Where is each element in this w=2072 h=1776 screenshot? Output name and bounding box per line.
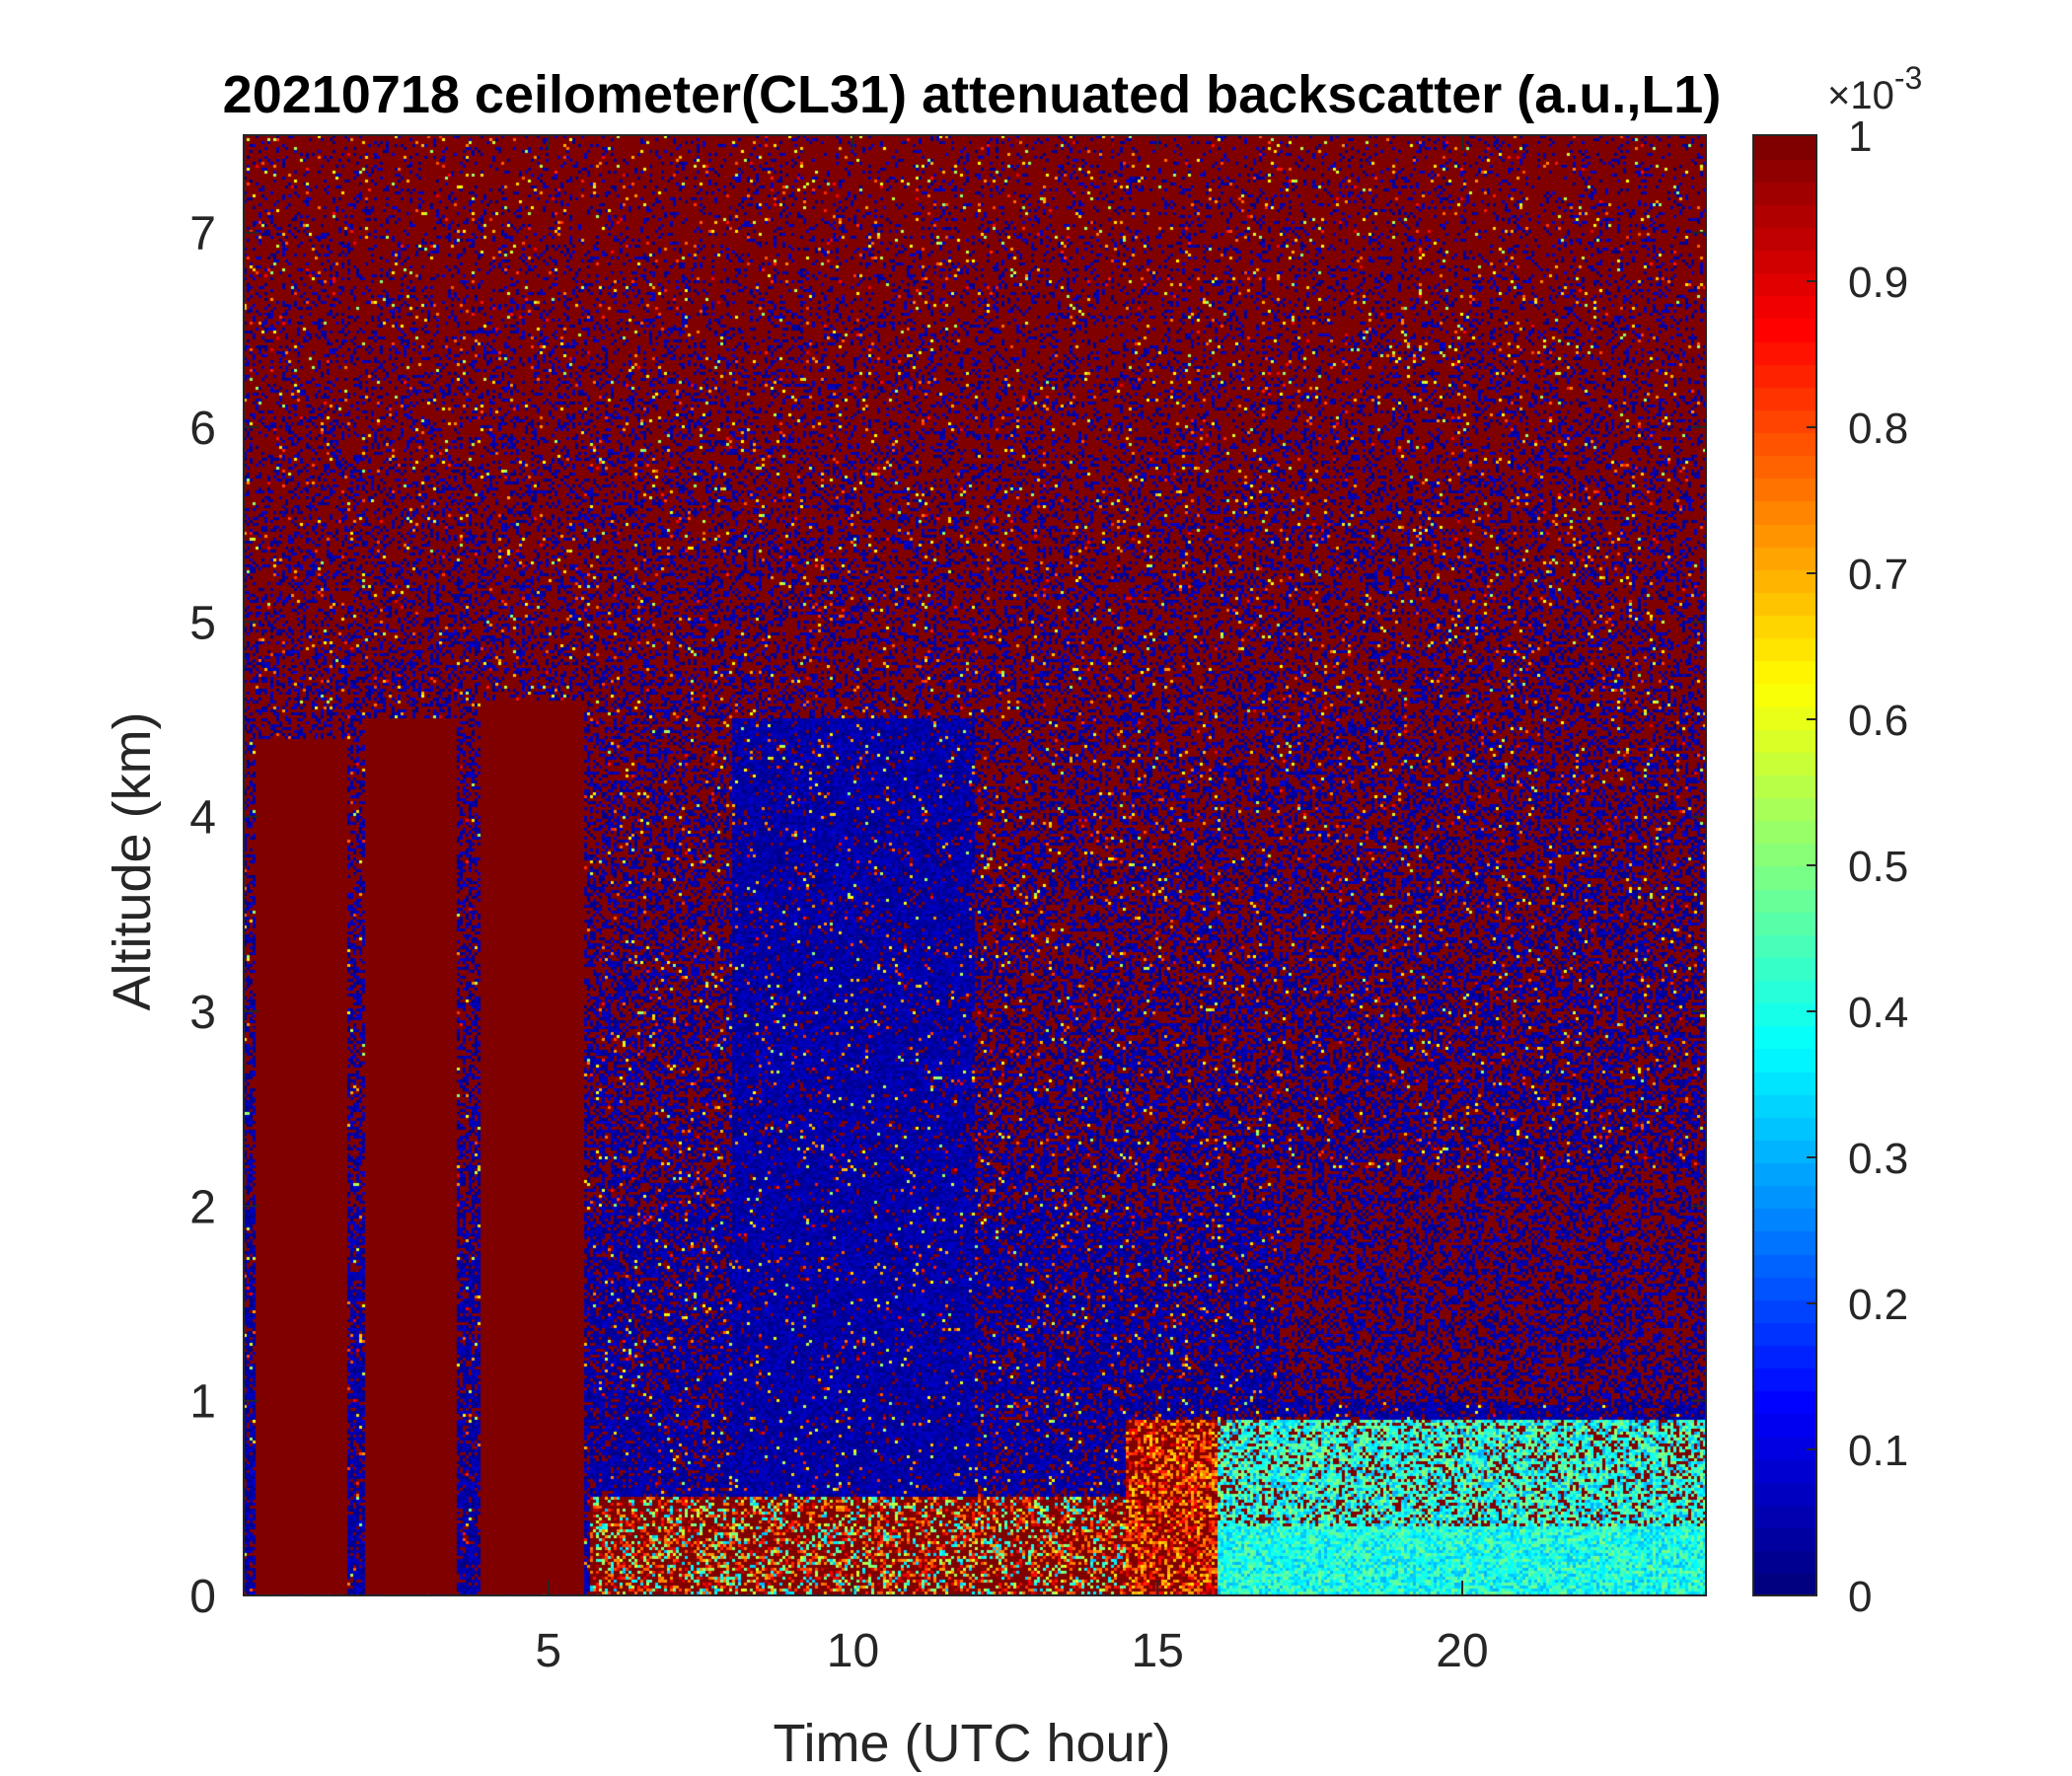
- heatmap-image: [244, 135, 1706, 1595]
- y-tick-label: 3: [189, 987, 216, 1039]
- colorbar-tick-label: 0: [1848, 1573, 1872, 1621]
- y-tick-label: 5: [189, 597, 216, 649]
- colorbar-exponent-power: -3: [1894, 60, 1922, 96]
- plot-frame: [243, 134, 1707, 1596]
- y-tick-label: 7: [189, 208, 216, 260]
- y-tick-label: 4: [189, 792, 216, 845]
- colorbar-tick-label: 0.8: [1848, 405, 1908, 453]
- colorbar-tick-label: 0.1: [1848, 1427, 1908, 1475]
- x-tick-label: 15: [1132, 1625, 1184, 1677]
- colorbar-ticks: 0 0.1 0.2 0.3 0.4 0.5 0.6 0.7 0.8 0.9 1: [1807, 112, 1908, 1621]
- colorbar-tick-label: 0.9: [1848, 259, 1908, 307]
- colorbar-tick-label: 0.2: [1848, 1281, 1908, 1329]
- colorbar-tick-label: 0.4: [1848, 989, 1908, 1037]
- chart-title: 20210718 ceilometer(CL31) attenuated bac…: [223, 65, 1722, 124]
- y-tick-label: 0: [189, 1571, 216, 1623]
- colorbar-exponent: ×10-3: [1827, 60, 1922, 117]
- colorbar-tick-label: 0.6: [1848, 697, 1908, 745]
- y-axis-ticks: 0 1 2 3 4 5 6 7: [189, 208, 1706, 1623]
- colorbar-tick-label: 0.7: [1848, 551, 1908, 599]
- x-tick-label: 5: [535, 1625, 561, 1677]
- y-tick-label: 2: [189, 1181, 216, 1233]
- x-tick-label: 10: [827, 1625, 879, 1677]
- colorbar-image: [1753, 135, 1816, 1595]
- y-tick-label: 1: [189, 1376, 216, 1429]
- y-axis-label: Altitude (km): [103, 711, 162, 1010]
- colorbar-exponent-base: ×10: [1827, 74, 1894, 117]
- x-axis-label: Time (UTC hour): [773, 1714, 1170, 1773]
- colorbar-tick-label: 0.3: [1848, 1135, 1908, 1183]
- y-tick-label: 6: [189, 403, 216, 455]
- colorbar-tick-label: 0.5: [1848, 843, 1908, 891]
- x-tick-label: 20: [1436, 1625, 1488, 1677]
- colorbar-tick-label: 1: [1848, 112, 1872, 161]
- x-axis-ticks: 5 10 15 20: [535, 135, 1489, 1677]
